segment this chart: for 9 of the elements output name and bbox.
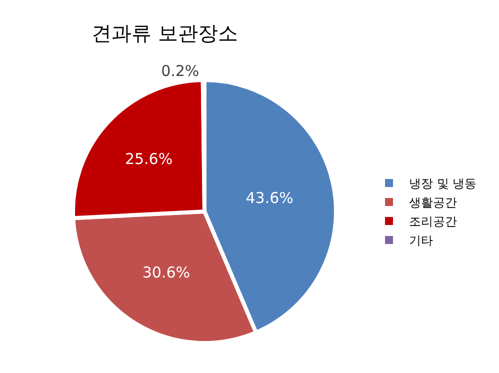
legend-label: 조리공간 bbox=[409, 214, 457, 229]
legend-label: 기타 bbox=[409, 234, 433, 248]
data-label: 0.2% bbox=[161, 62, 200, 80]
data-label: 25.6% bbox=[124, 150, 173, 168]
data-label: 43.6% bbox=[246, 189, 294, 208]
legend-label: 생활공간 bbox=[409, 196, 457, 210]
data-label: 30.6% bbox=[142, 264, 190, 282]
legend-label: 냉장 및 냉동 bbox=[409, 176, 477, 191]
chart-title: 견과류 보관장소 bbox=[91, 21, 238, 46]
